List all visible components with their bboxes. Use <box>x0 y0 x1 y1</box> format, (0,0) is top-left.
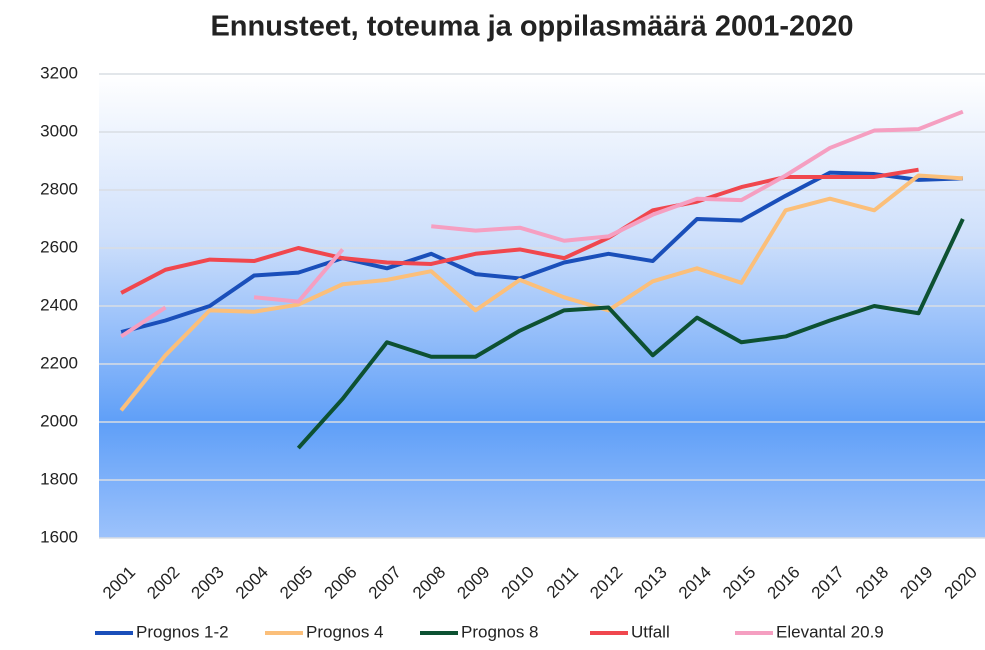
x-tick-label: 2018 <box>852 563 892 603</box>
x-tick-label: 2011 <box>543 563 582 602</box>
x-tick-label: 2015 <box>719 563 759 603</box>
x-tick-label: 2005 <box>276 563 316 603</box>
x-tick-label: 2006 <box>320 563 360 603</box>
x-tick-label: 2007 <box>365 563 405 603</box>
y-tick-label: 1600 <box>40 527 78 546</box>
x-tick-label: 2013 <box>631 563 671 603</box>
y-tick-label: 3200 <box>40 63 78 82</box>
x-tick-label: 2009 <box>453 563 493 603</box>
series-line <box>119 173 963 412</box>
y-tick-label: 2600 <box>40 237 78 256</box>
y-tick-label: 2000 <box>40 411 78 430</box>
x-tick-label: 2004 <box>232 563 272 603</box>
x-tick-label: 2012 <box>586 563 626 603</box>
x-tick-label: 2020 <box>941 563 981 603</box>
series-line <box>120 109 964 339</box>
y-tick-label: 2800 <box>40 179 78 198</box>
legend-label: Prognos 8 <box>461 622 539 641</box>
legend-label: Elevantal 20.9 <box>776 622 884 641</box>
x-tick-label: 2003 <box>188 563 228 603</box>
y-tick-label: 2200 <box>40 353 78 372</box>
series-line <box>296 218 965 450</box>
x-tick-label: 2019 <box>896 563 936 603</box>
x-tick-label: 2010 <box>498 563 538 603</box>
x-tick-label: 2002 <box>143 563 183 603</box>
y-tick-label: 3000 <box>40 121 78 140</box>
x-tick-label: 2014 <box>675 563 715 603</box>
legend-label: Prognos 1-2 <box>136 622 229 641</box>
x-tick-label: 2001 <box>99 563 139 603</box>
legend-label: Utfall <box>631 622 670 641</box>
legend-label: Prognos 4 <box>306 622 384 641</box>
y-tick-label: 1800 <box>40 469 78 488</box>
x-tick-label: 2017 <box>808 563 848 603</box>
chart-title: Ennusteet, toteuma ja oppilasmäärä 2001-… <box>210 11 853 43</box>
y-tick-label: 2400 <box>40 295 78 314</box>
x-tick-label: 2008 <box>409 563 449 603</box>
x-tick-label: 2016 <box>763 563 803 603</box>
